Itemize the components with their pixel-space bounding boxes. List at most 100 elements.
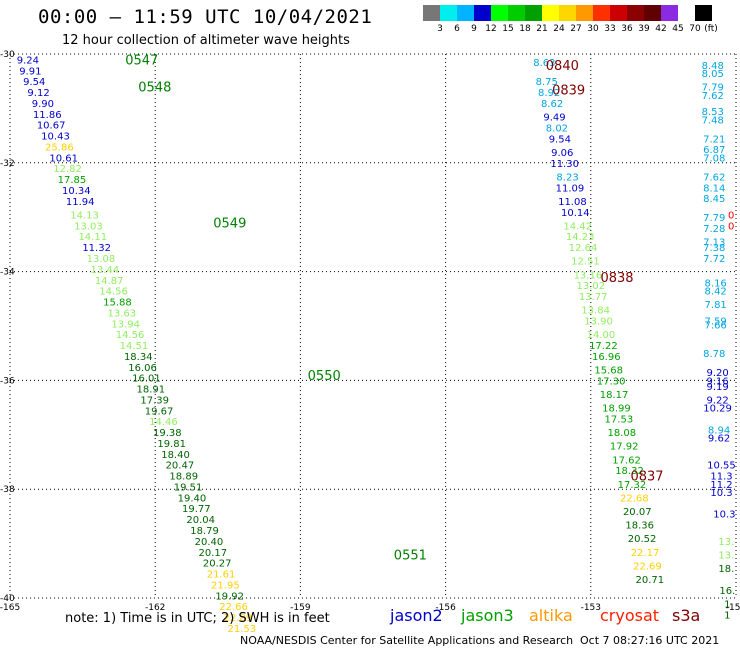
wave-height-value: 9.62 [708, 434, 730, 445]
colorbar-swatch [491, 5, 508, 21]
wave-height-value: 25.86 [45, 142, 74, 153]
wave-height-value: 18.17 [600, 390, 629, 401]
wave-height-value: 11.3 [710, 472, 732, 483]
wave-height-value: 7.13 [703, 238, 725, 249]
wave-height-value: 9.19 [706, 382, 728, 393]
wave-height-value: 10.3 [713, 510, 735, 521]
wave-height-value: 10.61 [49, 153, 78, 164]
wave-height-value: 20.27 [203, 559, 232, 570]
wave-height-value: 11.94 [66, 197, 95, 208]
wave-height-value: 11.30 [550, 159, 579, 170]
wave-height-value: 19.81 [157, 439, 186, 450]
wave-height-value: 13.03 [74, 221, 103, 232]
wave-height-value: 8.16 [705, 278, 727, 289]
wave-height-value: 19.77 [182, 504, 211, 515]
lat-tick-label: -30 [0, 50, 15, 60]
wave-height-value: 17.39 [140, 395, 169, 406]
wave-height-value: 9.91 [19, 66, 41, 77]
pass-time-label: 0549 [213, 217, 246, 232]
wave-height-value: 16.06 [128, 363, 157, 374]
wave-height-value: 21.53 [228, 624, 257, 635]
lon-tick-label: -165 [0, 603, 20, 613]
wave-height-value: 11.2 [710, 480, 732, 491]
wave-height-value: 9.22 [706, 395, 728, 406]
wave-height-value: 9.54 [23, 77, 45, 88]
wave-height-value: 10.55 [707, 461, 736, 472]
lon-tick-label: -156 [435, 603, 456, 613]
wave-height-value: 12.64 [569, 243, 598, 254]
wave-height-value: 8.42 [705, 287, 727, 298]
wave-height-value: 22.89 [224, 613, 253, 624]
wave-height-value: 17.62 [612, 455, 641, 466]
colorbar-unit: (ft) [704, 24, 718, 34]
wave-height-value: 13.90 [584, 317, 613, 328]
wave-height-value: 13.08 [87, 254, 116, 265]
wave-height-value: 13. [718, 537, 734, 548]
lon-tick-label: -159 [290, 603, 311, 613]
colorbar-label: 6 [454, 24, 460, 34]
wave-height-value: 13.84 [581, 306, 610, 317]
colorbar-label: 9 [471, 24, 477, 34]
wave-height-value: 17.30 [597, 376, 626, 387]
wave-height-value: 18.32 [615, 466, 644, 477]
wave-height-value: 9.54 [549, 134, 571, 145]
wave-height-value: 16.01 [132, 374, 161, 385]
wave-height-value: 10.14 [561, 208, 590, 219]
wave-height-value: 13.63 [107, 308, 136, 319]
wave-height-value: 17.22 [589, 341, 618, 352]
colorbar-swatch [627, 5, 644, 21]
wave-height-value: 20.04 [186, 515, 215, 526]
colorbar-swatch [474, 5, 491, 21]
colorbar-swatch [508, 5, 525, 21]
wave-height-value: 13.77 [579, 292, 608, 303]
wave-height-value: 8.92 [538, 88, 560, 99]
wave-height-value: 18.79 [190, 526, 219, 537]
colorbar-label: 33 [604, 24, 616, 34]
wave-height-value: 7.79 [702, 83, 724, 94]
wave-height-value: 7.66 [705, 320, 727, 331]
wave-height-value: 9.90 [32, 99, 54, 110]
wave-height-value: 12.51 [571, 257, 600, 268]
lat-tick-label: -36 [0, 376, 15, 386]
wave-height-value: 18. [718, 564, 734, 575]
colorbar-swatch [525, 5, 542, 21]
colorbar-label: 70 [689, 24, 701, 34]
mission-cryosat: cryosat [600, 606, 660, 625]
wave-height-value: 14.46 [149, 417, 178, 428]
wave-height-value: 20.40 [195, 537, 224, 548]
wave-height-value: 7.28 [703, 224, 725, 235]
mission-jason3: jason3 [461, 606, 514, 625]
colorbar-label: 45 [672, 24, 684, 34]
colorbar-swatch [576, 5, 593, 21]
colorbar-label: 30 [587, 24, 599, 34]
colorbar-label: 3 [437, 24, 443, 34]
wave-height-value: 18.08 [607, 428, 636, 439]
wave-height-value: 9.24 [17, 55, 39, 66]
wave-height-value: 8.02 [546, 123, 568, 134]
wave-height-value: 9.12 [27, 88, 49, 99]
wave-height-value: 18.36 [625, 521, 654, 532]
wave-height-value: 17.92 [610, 442, 639, 453]
pass-time-label: 0838 [600, 271, 633, 286]
wave-height-value: 22.69 [633, 561, 662, 572]
wave-height-value: 8.14 [703, 183, 725, 194]
wave-height-value: 14.23 [566, 232, 595, 243]
wave-height-value: 18.40 [161, 450, 190, 461]
wave-height-value: 14.11 [78, 232, 107, 243]
footer-credit: NOAA/NESDIS Center for Satellite Applica… [240, 634, 574, 647]
wave-height-value: 13. [718, 550, 734, 561]
wave-height-value: 9.20 [706, 368, 728, 379]
wave-height-value: 14.56 [99, 287, 128, 298]
wave-height-value: 15.88 [103, 298, 132, 309]
wave-height-value: 22.68 [620, 493, 649, 504]
lon-tick-label: -150 [726, 603, 740, 613]
wave-height-value: 7.48 [702, 115, 724, 126]
wave-height-value: 10.29 [703, 404, 732, 415]
wave-height-value: 18.89 [169, 472, 198, 483]
wave-height-value: 6.87 [703, 145, 725, 156]
wave-height-value: 14.87 [95, 276, 124, 287]
wave-height-value: 7.38 [703, 243, 725, 254]
wave-height-value: 8.75 [536, 77, 558, 88]
wave-height-value: 11.32 [82, 243, 111, 254]
